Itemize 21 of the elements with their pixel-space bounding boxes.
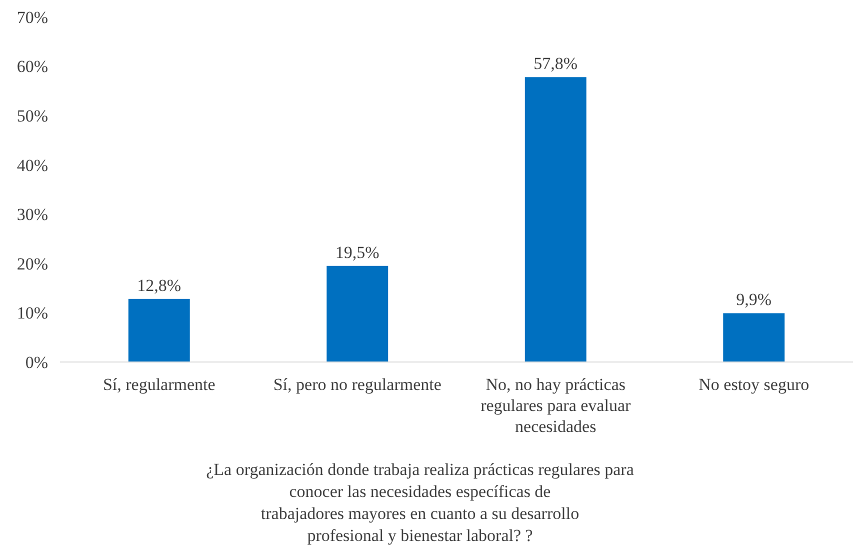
y-tick-label: 40% xyxy=(16,156,48,175)
y-tick-label: 60% xyxy=(16,57,48,76)
y-tick-label: 20% xyxy=(16,254,48,274)
x-axis-title: ¿La organización donde trabaja realiza prácticas regulares para conocer las necesidades específicas de trabajadores mayores en cuanto a su desarrollo profesional y bienestar laboral? ? xyxy=(206,460,634,545)
data-label: 9,9% xyxy=(736,290,772,310)
x-tick-label: No estoy seguro xyxy=(698,375,810,394)
x-tick-label: No, no hay prácticas regulares para evaluar necesidades xyxy=(480,375,631,436)
data-label: 12,8% xyxy=(137,276,182,295)
data-label: 19,5% xyxy=(335,242,380,262)
bar xyxy=(524,77,586,362)
x-tick-label: Sí, pero no regularmente xyxy=(273,375,442,394)
bar xyxy=(723,313,785,362)
y-tick-label: 0% xyxy=(25,352,48,372)
data-label: 57,8% xyxy=(534,54,578,74)
y-tick-label: 10% xyxy=(16,304,48,323)
y-tick-label: 50% xyxy=(16,106,48,126)
bar xyxy=(128,298,190,362)
bar xyxy=(326,266,388,362)
y-tick-label: 70% xyxy=(16,8,48,27)
y-tick-label: 30% xyxy=(16,205,48,224)
x-tick-label: Sí, regularmente xyxy=(102,375,216,394)
